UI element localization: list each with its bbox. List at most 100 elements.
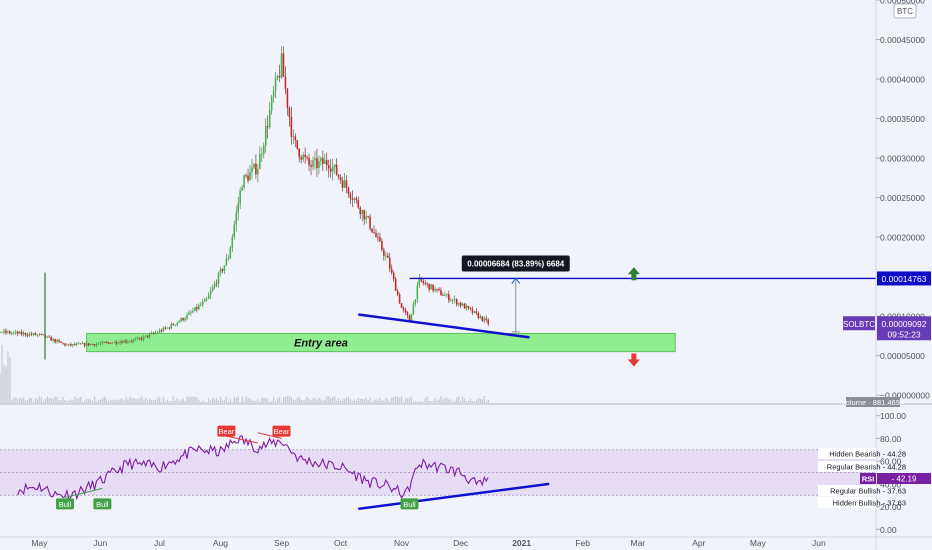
volume-bar xyxy=(152,400,155,403)
volume-bar xyxy=(475,400,478,403)
volume-bar xyxy=(68,400,70,403)
volume-bar xyxy=(442,399,444,403)
candle-body xyxy=(215,283,218,285)
volume-bar xyxy=(456,397,458,403)
x-tick-label: Aug xyxy=(213,538,228,548)
volume-bar xyxy=(188,396,190,403)
volume-bar xyxy=(318,397,320,403)
volume-bar xyxy=(115,399,117,403)
candle-body xyxy=(388,257,391,269)
target-price-label-box xyxy=(877,271,931,286)
candle-body xyxy=(105,342,108,344)
volume-bar xyxy=(334,396,336,403)
volume-bar xyxy=(485,401,487,403)
volume-bar xyxy=(149,398,151,403)
x-tick-label: Sep xyxy=(274,538,289,548)
entry-area-zone[interactable] xyxy=(86,332,676,353)
bear-divergence-line xyxy=(257,432,282,439)
volume-bar xyxy=(113,399,115,403)
volume-bar xyxy=(375,398,377,403)
volume-bar xyxy=(184,401,186,403)
candle-body xyxy=(22,333,25,335)
x-tick-label: Feb xyxy=(575,538,590,548)
candle-body xyxy=(174,324,176,326)
volume-bar xyxy=(26,399,29,403)
volume-bar xyxy=(166,399,169,403)
candle-body xyxy=(288,107,291,117)
candle-body xyxy=(164,327,167,329)
candle-body xyxy=(188,312,190,315)
candle-body xyxy=(257,169,259,175)
candle-body xyxy=(40,333,43,335)
volume-bar xyxy=(131,398,133,403)
candle-body xyxy=(83,343,86,346)
rsi-line[interactable] xyxy=(17,435,489,501)
volume-bar xyxy=(103,396,106,403)
volume-bar xyxy=(337,398,340,403)
volume-bar xyxy=(5,366,7,403)
candle-body xyxy=(60,341,62,343)
candle-body xyxy=(194,307,196,311)
volume-bar xyxy=(330,398,332,403)
volume-bar xyxy=(296,397,298,403)
rsi-legend-row: Hidden Bullish - 37.63 xyxy=(833,499,906,508)
price-y-tick-label: 0.00050000 xyxy=(880,0,925,6)
candle-body xyxy=(367,216,369,217)
candle-body xyxy=(473,311,476,313)
volume-bar xyxy=(176,398,178,403)
candle-body xyxy=(89,344,92,346)
volume-bar xyxy=(450,399,452,403)
support-trendline[interactable] xyxy=(358,313,530,339)
volume-bar xyxy=(147,400,149,403)
candle-body xyxy=(402,308,405,310)
candle-body xyxy=(347,187,350,195)
rsi-trendline[interactable] xyxy=(358,482,550,511)
candle-body xyxy=(363,210,365,220)
candle-body xyxy=(345,180,348,188)
candle-body xyxy=(192,310,194,313)
volume-bar xyxy=(265,397,267,403)
volume-bar xyxy=(164,401,167,403)
candle-body xyxy=(357,199,360,208)
candle-body xyxy=(229,247,232,259)
candle-body xyxy=(434,288,436,291)
price-y-tick-label: 0.00020000 xyxy=(880,233,925,243)
candle-body xyxy=(113,341,115,343)
candle-body xyxy=(28,333,31,336)
volume-bar xyxy=(477,398,480,403)
currency-badge[interactable] xyxy=(893,3,917,19)
volume-bar xyxy=(402,401,405,403)
volume-bar xyxy=(302,400,304,403)
candle-body xyxy=(97,343,100,345)
candle-body xyxy=(129,341,131,343)
volume-bar xyxy=(235,398,237,403)
volume-bar xyxy=(74,396,76,403)
candle-body xyxy=(233,224,236,237)
volume-bar xyxy=(190,396,192,403)
candle-body xyxy=(410,314,413,321)
volume-bar xyxy=(349,399,352,403)
volume-bar xyxy=(458,396,460,403)
candle-body xyxy=(62,342,64,344)
volume-bar xyxy=(95,401,98,403)
candle-body xyxy=(199,304,202,306)
candle-body xyxy=(310,165,312,167)
candle-body xyxy=(369,216,371,229)
price-pane[interactable]: Entry area 0.00006684 (83.89%) 6684 xyxy=(0,0,932,405)
candle-body xyxy=(440,290,442,296)
rsi-band xyxy=(0,449,876,496)
candle-body xyxy=(298,148,301,158)
candle-body xyxy=(432,284,434,291)
up-arrow-icon[interactable] xyxy=(627,267,640,281)
volume-bar xyxy=(62,396,64,403)
volume-bar xyxy=(259,401,261,403)
candle-body xyxy=(162,327,165,332)
x-tick-label: May xyxy=(750,538,767,548)
candle-body xyxy=(243,175,245,188)
down-arrow-icon[interactable] xyxy=(627,353,640,367)
rsi-pane[interactable]: Bull Bull Bear Bear Bull xyxy=(0,410,876,535)
candle-body xyxy=(355,198,358,200)
volume-label-box xyxy=(846,397,900,407)
candle-body xyxy=(142,336,145,340)
